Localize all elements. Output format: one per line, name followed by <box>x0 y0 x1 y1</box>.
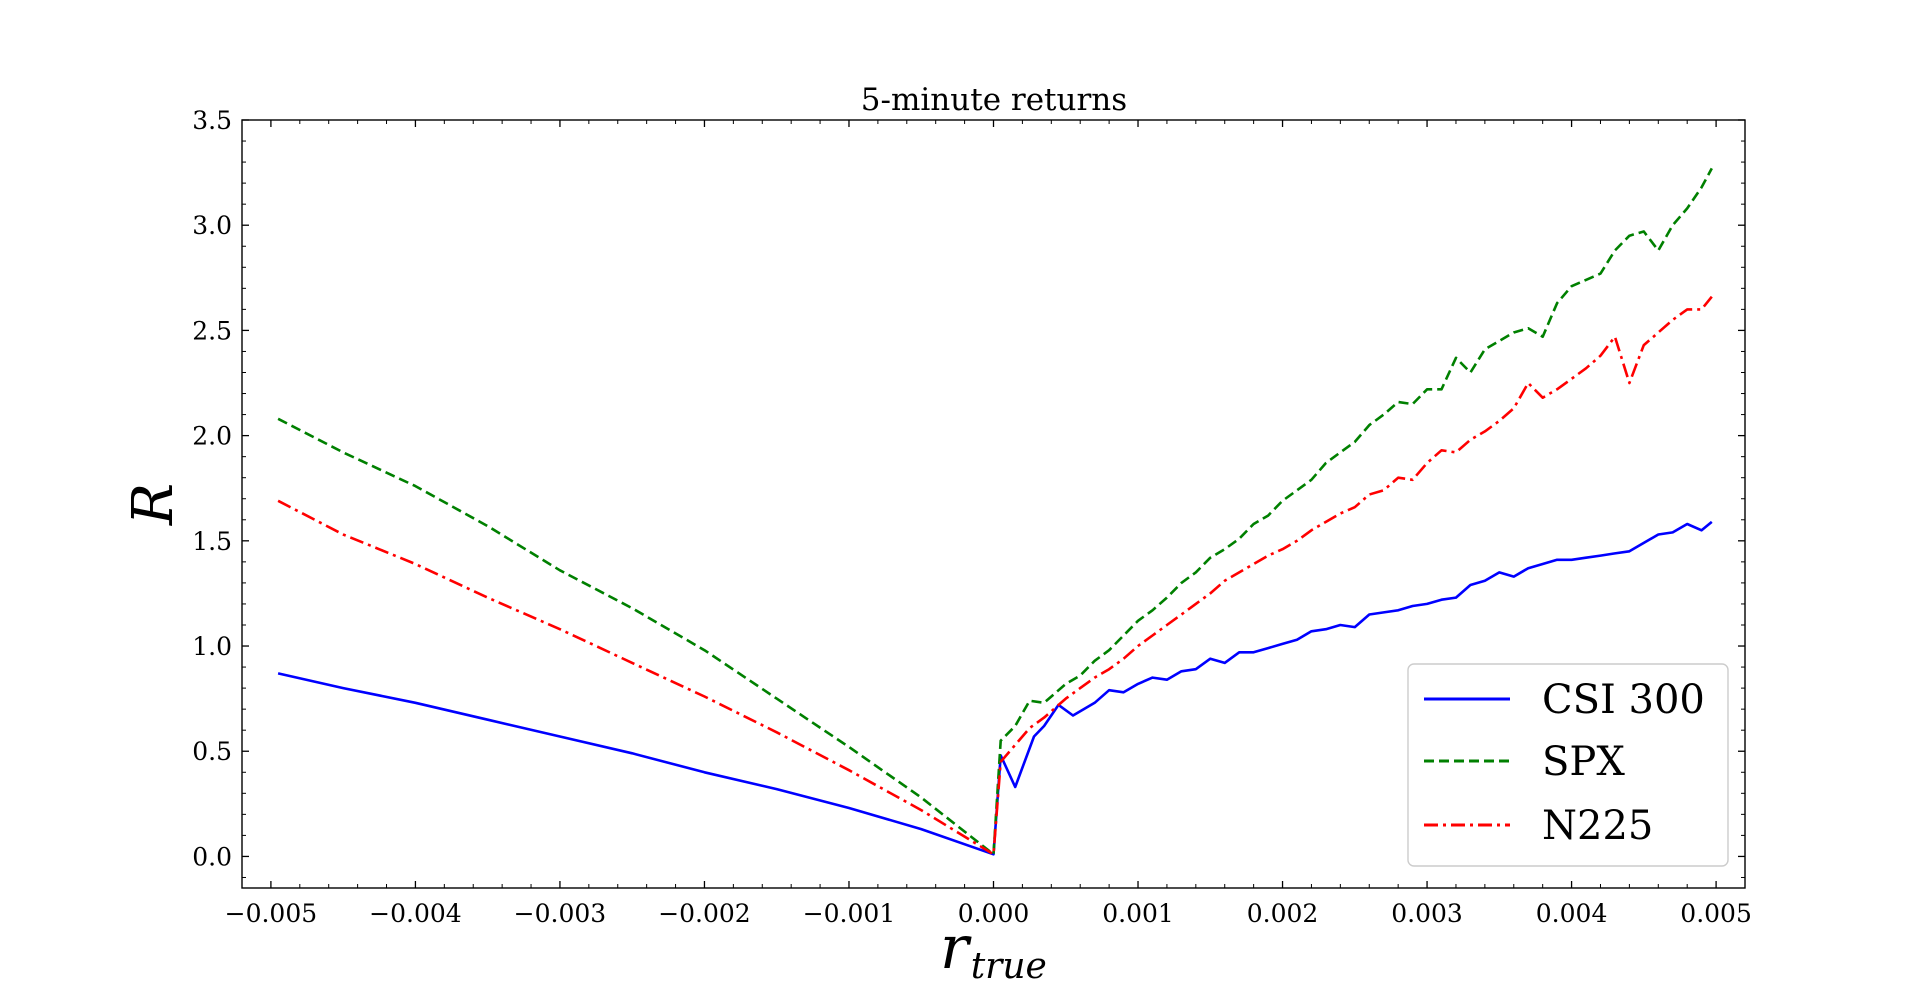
legend-label-csi-300: CSI 300 <box>1542 677 1705 723</box>
series-line-csi-300 <box>277 520 1713 856</box>
x-tick-label: 0.001 <box>1102 899 1174 928</box>
x-axis-label-main: r <box>940 913 972 983</box>
x-tick-label: −0.005 <box>225 899 318 928</box>
x-tick-label: −0.004 <box>369 899 462 928</box>
y-tick-label: 3.5 <box>192 106 232 135</box>
y-tick-label: 3.0 <box>192 211 232 240</box>
x-axis-label-subscript: true <box>971 946 1047 985</box>
y-tick-label: 1.0 <box>192 632 232 661</box>
y-tick-label: 0.5 <box>192 737 232 766</box>
x-tick-label: −0.002 <box>658 899 751 928</box>
series-line-n225 <box>277 295 1713 856</box>
x-axis-label: rtrue <box>940 913 1047 985</box>
legend-frame <box>1407 663 1729 867</box>
x-tick-label: 0.004 <box>1536 899 1608 928</box>
legend: CSI 300 SPX N225 <box>1407 663 1729 867</box>
x-tick-label: −0.003 <box>514 899 607 928</box>
y-tick-label: 0.0 <box>192 842 232 871</box>
y-tick-label: 2.0 <box>192 422 232 451</box>
series-line-spx <box>277 167 1713 856</box>
y-tick-label: 2.5 <box>192 316 232 345</box>
legend-label-spx: SPX <box>1542 739 1625 785</box>
y-tick-label: 1.5 <box>192 527 232 556</box>
x-tick-label: 0.002 <box>1247 899 1319 928</box>
ticks-layer: −0.005 −0.004 −0.003 −0.002 −0.001 0.000 0.001… <box>192 106 1752 928</box>
legend-label-n225: N225 <box>1542 803 1653 849</box>
y-axis-label: R <box>121 483 186 526</box>
x-tick-label: 0.003 <box>1391 899 1463 928</box>
x-tick-label: 0.005 <box>1680 899 1752 928</box>
series-layer <box>277 167 1713 856</box>
x-tick-label: 0.000 <box>958 899 1030 928</box>
plot-frame <box>241 119 1746 889</box>
x-tick-label: −0.001 <box>803 899 896 928</box>
chart-title: 5-minute returns <box>861 82 1127 118</box>
